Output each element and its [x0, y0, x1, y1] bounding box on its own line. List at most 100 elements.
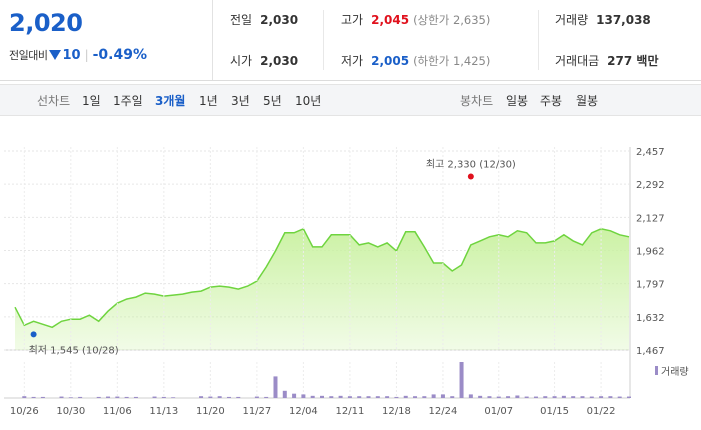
volume-bar [496, 396, 501, 398]
tab-3month[interactable]: 3개월 [155, 94, 186, 108]
tab-weekly[interactable]: 주봉 [540, 94, 563, 108]
volume-bar [68, 397, 73, 398]
volume-bar [171, 397, 176, 398]
open-price: 시가 2,030 [230, 54, 299, 68]
volume-bar [310, 395, 315, 398]
volume-bar [226, 396, 231, 398]
tab-5year[interactable]: 5년 [263, 94, 282, 108]
y-tick-label: 1,797 [636, 280, 665, 291]
volume-bar [320, 395, 324, 398]
volume-bar [589, 396, 594, 398]
tab-1week[interactable]: 1주일 [113, 94, 143, 108]
high-marker [467, 173, 474, 180]
volume-bar [301, 394, 306, 398]
volume-bar [59, 396, 64, 398]
volume-bar [329, 396, 334, 398]
trade-amount: 거래대금 277 백만 [555, 54, 659, 68]
volume-bar [217, 396, 222, 398]
volume-bar [208, 396, 213, 398]
volume-bar [561, 395, 566, 398]
volume-bar [124, 396, 129, 398]
volume-bar [627, 396, 631, 398]
y-tick-label: 1,467 [636, 346, 665, 357]
volume-legend-label: 거래량 [661, 366, 689, 378]
volume-bar [571, 396, 576, 398]
tab-10year[interactable]: 10년 [295, 94, 322, 108]
volume-bar [115, 396, 120, 398]
x-tick-label: 01/22 [587, 406, 616, 417]
low-annotation: 최저 1,545 (10/28) [29, 344, 119, 356]
volume-bar [487, 396, 492, 398]
x-tick-label: 11/27 [242, 406, 271, 417]
volume-bar [106, 396, 111, 398]
volume-bar [413, 396, 418, 398]
x-tick-label: 11/13 [149, 406, 178, 417]
volume-bar [357, 396, 362, 398]
low-price: 저가 2,005 (하한가 1,425) [341, 54, 491, 68]
volume-bar [199, 396, 204, 398]
tab-3year[interactable]: 3년 [231, 94, 250, 108]
volume-bar [450, 396, 455, 398]
current-price-box: 2,020 전일대비 10 | -0.49% [0, 0, 213, 80]
volume-bar [506, 396, 511, 398]
volume-bar [236, 396, 241, 398]
high-annotation: 최고 2,330 (12/30) [426, 159, 516, 171]
volume-bar [515, 395, 520, 398]
volume-bar [31, 396, 36, 398]
y-tick-label: 1,632 [636, 313, 665, 324]
volume: 거래량 137,038 [555, 13, 651, 27]
volume-bar [468, 394, 473, 398]
x-tick-label: 12/18 [382, 406, 411, 417]
volume-bar [347, 396, 352, 398]
period-tabs: 선차트 1일 1주일 3개월 1년 3년 5년 10년 봉차트 일봉 주봉 월봉 [0, 84, 701, 116]
down-triangle-icon [49, 50, 62, 60]
x-tick-label: 12/04 [289, 406, 318, 417]
line-chart-group-label: 선차트 [37, 94, 71, 108]
volume-bar [161, 396, 166, 398]
volume-bar [96, 396, 101, 398]
x-tick-label: 01/15 [540, 406, 569, 417]
volume-bar [394, 396, 399, 398]
price-area [15, 228, 629, 350]
volume-bar [273, 376, 278, 398]
volume-bar [366, 396, 371, 398]
volume-bar [403, 395, 408, 398]
volume-bar [533, 396, 538, 398]
volume-bar [524, 396, 529, 398]
volume-bar [264, 396, 269, 398]
current-price: 2,020 [9, 9, 83, 37]
volume-bar [431, 394, 436, 398]
volume-bar [78, 396, 83, 398]
x-tick-label: 11/20 [196, 406, 225, 417]
volume-bar [478, 395, 483, 398]
volume-bar [40, 396, 45, 398]
x-tick-label: 10/26 [10, 406, 39, 417]
low-marker [30, 331, 37, 338]
volume-bar [440, 394, 445, 398]
volume-bar [385, 396, 390, 398]
change-label: 전일대비 [9, 49, 48, 62]
volume-legend-swatch [655, 366, 658, 375]
tab-1year[interactable]: 1년 [199, 94, 218, 108]
x-tick-label: 10/30 [56, 406, 85, 417]
tab-daily[interactable]: 일봉 [506, 94, 529, 108]
volume-bar [282, 390, 287, 398]
volume-bar [608, 396, 613, 398]
x-tick-label: 11/06 [103, 406, 132, 417]
volume-bar [152, 396, 157, 398]
prev-close: 전일 2,030 [230, 13, 299, 27]
volume-bar [552, 396, 557, 398]
volume-bar [338, 395, 343, 398]
candle-chart-group-label: 봉차트 [460, 94, 494, 108]
volume-bar [617, 396, 622, 398]
x-tick-label: 12/11 [335, 406, 364, 417]
change-divider: | [84, 48, 89, 62]
volume-bar [254, 396, 259, 398]
tab-monthly[interactable]: 월봉 [576, 94, 599, 108]
volume-bar [543, 396, 548, 398]
x-tick-label: 01/07 [484, 406, 513, 417]
tab-1day[interactable]: 1일 [82, 94, 101, 108]
y-tick-label: 1,962 [636, 247, 665, 258]
divider [538, 10, 539, 70]
